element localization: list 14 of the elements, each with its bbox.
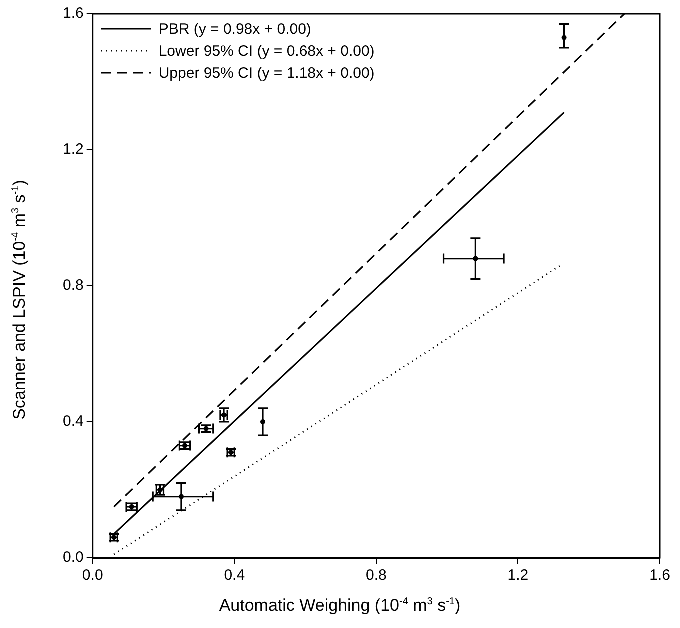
legend-label: PBR (y = 0.98x + 0.00)	[158, 20, 312, 38]
x-tick-label: 0.8	[366, 567, 387, 584]
x-axis-title: Automatic Weighing (10$^{-4}$ m$^{3}$ s$^{-1}$)	[218, 596, 462, 616]
y-tick-label: 0.4	[62, 413, 84, 430]
y-tick-label: 1.6	[62, 5, 84, 22]
x-tick-label: 1.2	[508, 567, 529, 584]
legend-label: Lower 95% CI (y = 0.68x + 0.00)	[158, 42, 375, 60]
y-tick-label: 1.2	[62, 141, 84, 158]
x-tick-label: 0.4	[224, 567, 246, 584]
x-tick-label: 1.6	[650, 567, 670, 584]
y-tick-label: 0.0	[62, 549, 84, 566]
legend-label: Upper 95% CI (y = 1.18x + 0.00)	[158, 64, 375, 82]
x-tick-label: 0.0	[82, 567, 104, 584]
y-tick-label: 0.8	[62, 277, 84, 294]
